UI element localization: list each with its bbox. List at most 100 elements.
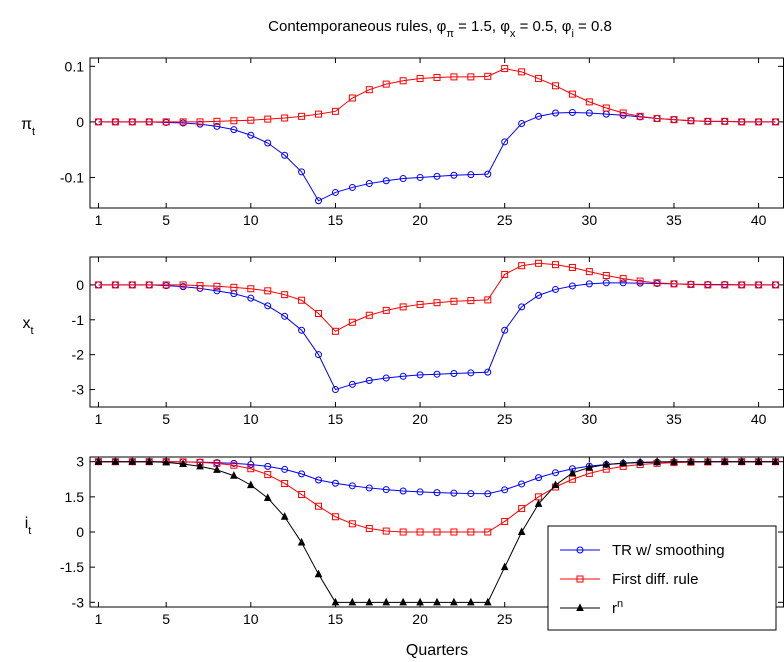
data-point (737, 457, 746, 465)
data-point (281, 291, 289, 299)
y-tick-label: -2 (72, 347, 85, 363)
data-point (348, 183, 356, 191)
data-point (585, 280, 593, 288)
data-point (501, 326, 509, 334)
x-tick-label: 25 (497, 411, 513, 427)
data-point (602, 459, 611, 468)
data-point (500, 562, 509, 571)
data-point (653, 279, 661, 287)
series-group (94, 457, 780, 606)
data-point (433, 73, 441, 81)
data-point (331, 107, 339, 115)
data-point (518, 68, 526, 76)
data-point (754, 457, 763, 465)
data-point (162, 457, 170, 466)
data-point (450, 597, 458, 606)
data-point (576, 603, 584, 611)
data-point (246, 480, 255, 489)
y-tick-label: 3 (76, 454, 84, 470)
data-point (433, 528, 441, 536)
x-tick-label: 30 (582, 411, 598, 427)
data-point (467, 171, 475, 179)
data-point (568, 475, 576, 483)
data-point (467, 369, 475, 377)
y-tick-label: 0.1 (65, 58, 85, 74)
data-point (111, 281, 119, 289)
data-point (551, 480, 560, 489)
data-point (382, 374, 390, 382)
data-point (213, 465, 221, 473)
data-point (399, 77, 407, 85)
data-point (450, 489, 458, 497)
data-point (298, 491, 306, 498)
y-tick-label: -0.1 (60, 169, 84, 185)
data-point (94, 118, 102, 126)
data-point (382, 80, 390, 88)
data-point (755, 118, 763, 126)
data-point (416, 300, 424, 308)
data-point (755, 281, 763, 289)
data-point (365, 180, 373, 188)
data-point (450, 370, 458, 378)
data-point (518, 480, 526, 488)
data-point (281, 465, 289, 473)
x-tick-label: 40 (751, 411, 767, 427)
data-point (433, 299, 441, 307)
x-tick-label: 15 (328, 212, 344, 228)
data-point (94, 457, 103, 465)
data-point (433, 172, 441, 180)
figure-title: Contemporaneous rules, φπ = 1.5, φx = 0.… (268, 18, 612, 40)
data-point (551, 469, 559, 477)
data-point (179, 459, 187, 468)
x-tick-label: 15 (328, 611, 344, 627)
x-tick-label: 1 (95, 212, 103, 228)
y-tick-label: 0 (76, 277, 84, 293)
data-point (416, 173, 424, 181)
data-point (382, 177, 390, 185)
data-point (484, 296, 492, 304)
data-point (450, 171, 458, 179)
data-point (314, 569, 323, 578)
data-point (619, 458, 628, 467)
data-point (382, 306, 390, 314)
data-point (399, 528, 407, 536)
data-point (399, 372, 407, 380)
data-point (636, 112, 644, 120)
data-point (247, 131, 255, 139)
data-point (585, 98, 593, 106)
data-point (585, 109, 593, 117)
data-point (568, 468, 577, 476)
data-point (331, 188, 339, 196)
y-tick-label: 0 (76, 524, 84, 540)
data-point (576, 575, 584, 583)
data-point (551, 82, 559, 90)
data-point (145, 281, 153, 289)
data-point (636, 457, 644, 466)
data-point (484, 72, 492, 80)
x-tick-label: 10 (243, 411, 259, 427)
legend-label: TR w/ smoothing (612, 542, 725, 559)
data-point (416, 528, 424, 536)
data-point (501, 138, 509, 146)
data-point (535, 259, 543, 267)
data-point (348, 520, 356, 528)
data-point (348, 380, 356, 388)
data-point (365, 86, 373, 94)
data-point (179, 281, 187, 289)
x-tick-label: 25 (497, 212, 513, 228)
data-point (772, 118, 780, 126)
data-point (568, 90, 576, 98)
data-point (230, 283, 238, 291)
data-point (585, 268, 593, 276)
data-point (568, 263, 576, 271)
legend-box (547, 525, 777, 631)
data-point (484, 368, 492, 376)
data-point (297, 537, 306, 546)
data-point (534, 499, 543, 507)
data-point (721, 281, 729, 289)
data-point (551, 261, 559, 269)
plot-area (89, 256, 784, 408)
y-tick-label: 1.5 (65, 489, 85, 505)
